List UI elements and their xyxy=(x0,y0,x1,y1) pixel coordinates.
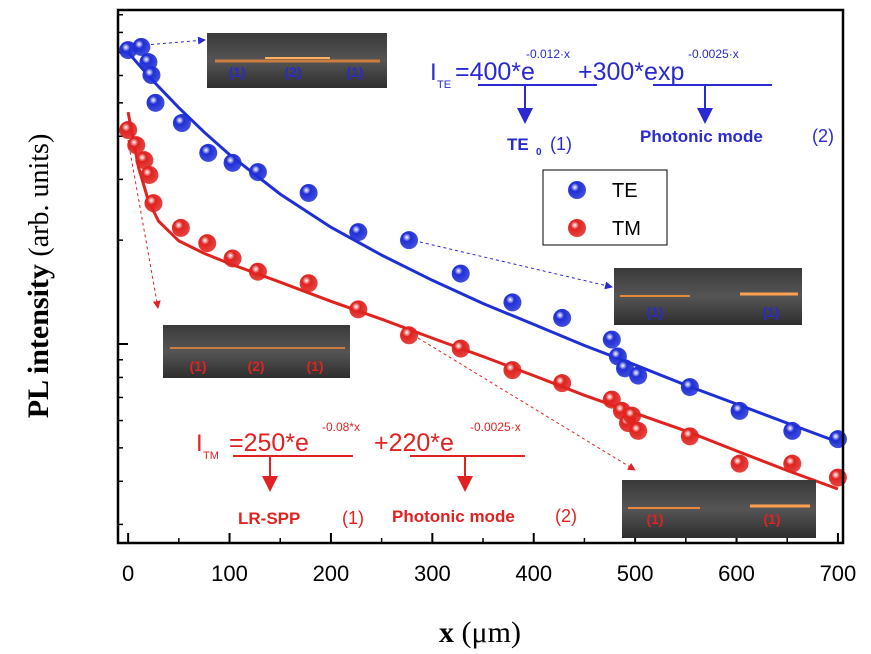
formula-exponent: -0.0025·x xyxy=(688,47,739,61)
mode-ref: (1) xyxy=(342,508,364,528)
formula-exponent: -0.08*x xyxy=(322,420,360,434)
data-point xyxy=(503,293,521,311)
data-point xyxy=(731,402,749,420)
data-point xyxy=(681,427,699,445)
formula-symbol: I xyxy=(430,59,437,86)
data-point xyxy=(629,422,647,440)
x-tick-label: 200 xyxy=(313,561,350,586)
data-point xyxy=(603,331,621,349)
data-point xyxy=(140,166,158,184)
data-point xyxy=(681,378,699,396)
legend-label: TM xyxy=(612,218,641,240)
formula-subscript: TE xyxy=(437,79,451,91)
inset-label: (1) xyxy=(228,64,245,80)
te-formula: I TE =400*e -0.012·x +300*exp -0.0025·x … xyxy=(430,47,834,158)
inset-label: (1) xyxy=(346,64,363,80)
inset-label: (2) xyxy=(247,358,264,374)
data-point xyxy=(553,374,571,392)
inset-label: (1) xyxy=(646,304,663,320)
formula-exponent: -0.012·x xyxy=(526,47,570,61)
tm-formula: I TM =250*e -0.08*x +220*e -0.0025·x LR-… xyxy=(196,420,577,528)
y-axis-label-unit: (arb. units) xyxy=(24,134,55,257)
mode-label: TE xyxy=(507,135,529,154)
inset-label: (1) xyxy=(189,358,206,374)
chart: 0 100 200 300 400 500 600 700 (1) (2) (1) (1) (… xyxy=(0,0,871,654)
data-point xyxy=(349,300,367,318)
data-point xyxy=(142,66,160,84)
mode-label: LR-SPP xyxy=(238,509,300,528)
data-point xyxy=(147,94,165,112)
data-point xyxy=(199,144,217,162)
legend-label: TE xyxy=(612,180,638,202)
mode-label: Photonic mode xyxy=(392,507,515,526)
x-tick-label: 300 xyxy=(414,561,451,586)
mode-ref: (1) xyxy=(550,134,572,154)
formula-exponent: -0.0025·x xyxy=(470,420,521,434)
data-point xyxy=(553,309,571,327)
legend: TE TM xyxy=(543,170,667,245)
inset: (1) (1) xyxy=(622,480,816,538)
data-point xyxy=(783,455,801,473)
data-point xyxy=(198,234,216,252)
y-axis-label-main: PL intensity xyxy=(22,264,55,418)
fit-line xyxy=(128,52,838,442)
inset-label: (1) xyxy=(646,511,663,527)
data-point xyxy=(503,361,521,379)
formula-term: =250*e xyxy=(229,429,309,457)
legend-marker xyxy=(568,219,586,237)
x-tick-label: 0 xyxy=(122,561,134,586)
x-axis-label-unit: (μm) xyxy=(462,616,521,649)
data-point xyxy=(173,114,191,132)
data-point xyxy=(400,326,418,344)
x-axis-label-main: x xyxy=(439,616,454,649)
x-tick-label: 700 xyxy=(820,561,857,586)
data-point xyxy=(452,265,470,283)
data-point xyxy=(144,194,162,212)
x-tick-label: 400 xyxy=(515,561,552,586)
inset-label: (1) xyxy=(306,358,323,374)
x-tick-label: 500 xyxy=(617,561,654,586)
formula-subscript: TM xyxy=(203,450,219,462)
formula-term: +300*exp xyxy=(578,58,684,86)
x-tick-label: 100 xyxy=(211,561,248,586)
inset: (1) (2) (1) xyxy=(207,33,387,88)
data-point xyxy=(629,367,647,385)
y-axis-label: PL intensity (arb. units) xyxy=(22,134,55,419)
data-point xyxy=(400,231,418,249)
x-tick-label: 600 xyxy=(718,561,755,586)
mode-subscript: 0 xyxy=(536,147,542,158)
data-point xyxy=(249,163,267,181)
data-point xyxy=(300,184,318,202)
data-point xyxy=(300,274,318,292)
data-point xyxy=(224,154,242,172)
inset-label: (1) xyxy=(762,304,779,320)
x-axis-label: x (μm) xyxy=(439,616,521,649)
legend-marker xyxy=(568,181,586,199)
mode-ref: (2) xyxy=(555,506,577,526)
data-point xyxy=(731,455,749,473)
data-point xyxy=(224,249,242,267)
formula-symbol: I xyxy=(196,430,203,457)
mode-label: Photonic mode xyxy=(640,127,763,146)
inset-label: (1) xyxy=(763,511,780,527)
inset-label: (2) xyxy=(284,64,301,80)
formula-term: +220*e xyxy=(374,429,454,457)
mode-ref: (2) xyxy=(812,126,834,146)
inset: (1) (2) (1) xyxy=(163,325,350,378)
data-point xyxy=(783,422,801,440)
data-point xyxy=(172,219,190,237)
inset: (1) (1) xyxy=(614,268,802,325)
data-point xyxy=(452,340,470,358)
data-point xyxy=(249,263,267,281)
data-point xyxy=(349,223,367,241)
formula-term: =400*e xyxy=(455,58,535,86)
